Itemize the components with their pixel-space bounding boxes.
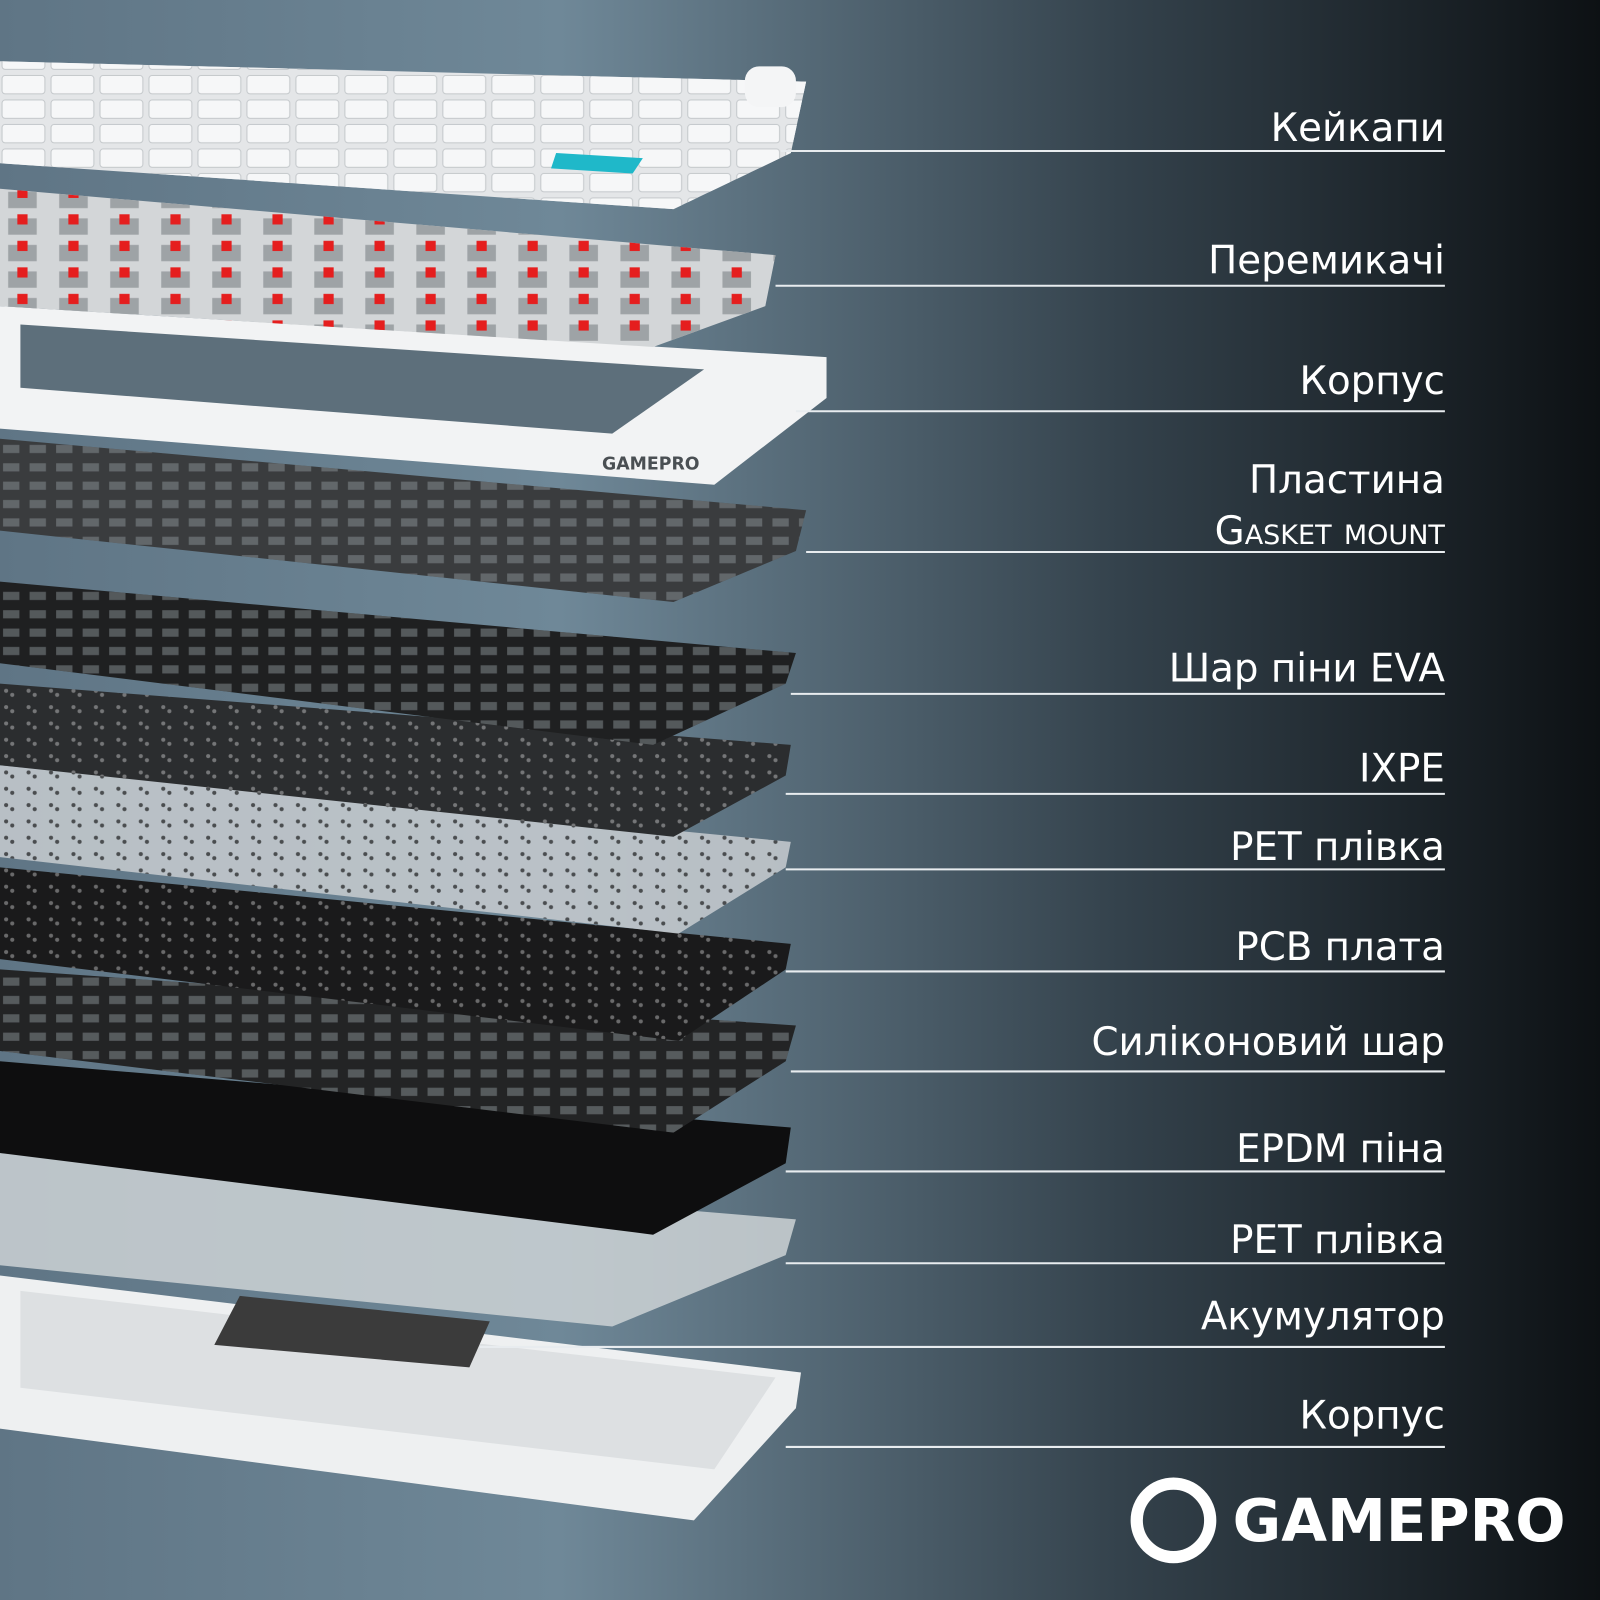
layer-label: PET плівка <box>1230 1218 1445 1263</box>
eva-holes <box>0 581 796 745</box>
layer-label: Пластина <box>1249 458 1445 503</box>
layer-label: Корпус <box>1299 1394 1444 1439</box>
epdm-foam <box>0 1061 791 1235</box>
bottom-case-inner <box>20 1290 776 1470</box>
layer-label: Перемикачі <box>1208 238 1445 283</box>
layer-label: Акумулятор <box>1201 1295 1445 1340</box>
case-logo: GAMEPRO <box>602 454 700 474</box>
top-case-opening <box>20 324 705 434</box>
layer-label: Корпус <box>1299 359 1444 404</box>
knob <box>744 66 796 108</box>
labels: Кейкапи Перемикачі Корпус Пластина Gasket mo… <box>479 106 1446 1448</box>
layer-label: EPDM піна <box>1236 1127 1445 1172</box>
layer-label: PCB плата <box>1235 925 1445 970</box>
layer-label: IXPE <box>1359 747 1445 792</box>
layer-label: Силіконовий шар <box>1091 1020 1444 1065</box>
accent-key <box>551 153 643 174</box>
layer-label: Шар піни EVA <box>1169 647 1446 692</box>
pcb-holes <box>0 867 791 1041</box>
battery <box>214 1295 490 1368</box>
brand-name: GAMEPRO <box>1233 1486 1566 1555</box>
brand-icon <box>1130 1477 1217 1564</box>
pet-film-holes <box>0 765 791 934</box>
layer-label: PET плівка <box>1230 825 1445 870</box>
ixpe-holes <box>0 683 791 837</box>
pet-film-bottom <box>0 1153 796 1327</box>
keycap-grid <box>0 61 807 210</box>
silicone-holes <box>0 969 796 1133</box>
switches <box>0 188 776 347</box>
brand-logo: GAMEPRO <box>1130 1477 1566 1564</box>
plate-holes <box>0 438 807 603</box>
layer-label: Кейкапи <box>1271 106 1445 151</box>
layer-label-line2: Gasket mount <box>1215 509 1446 554</box>
layers: GAMEPRO <box>0 61 827 1521</box>
